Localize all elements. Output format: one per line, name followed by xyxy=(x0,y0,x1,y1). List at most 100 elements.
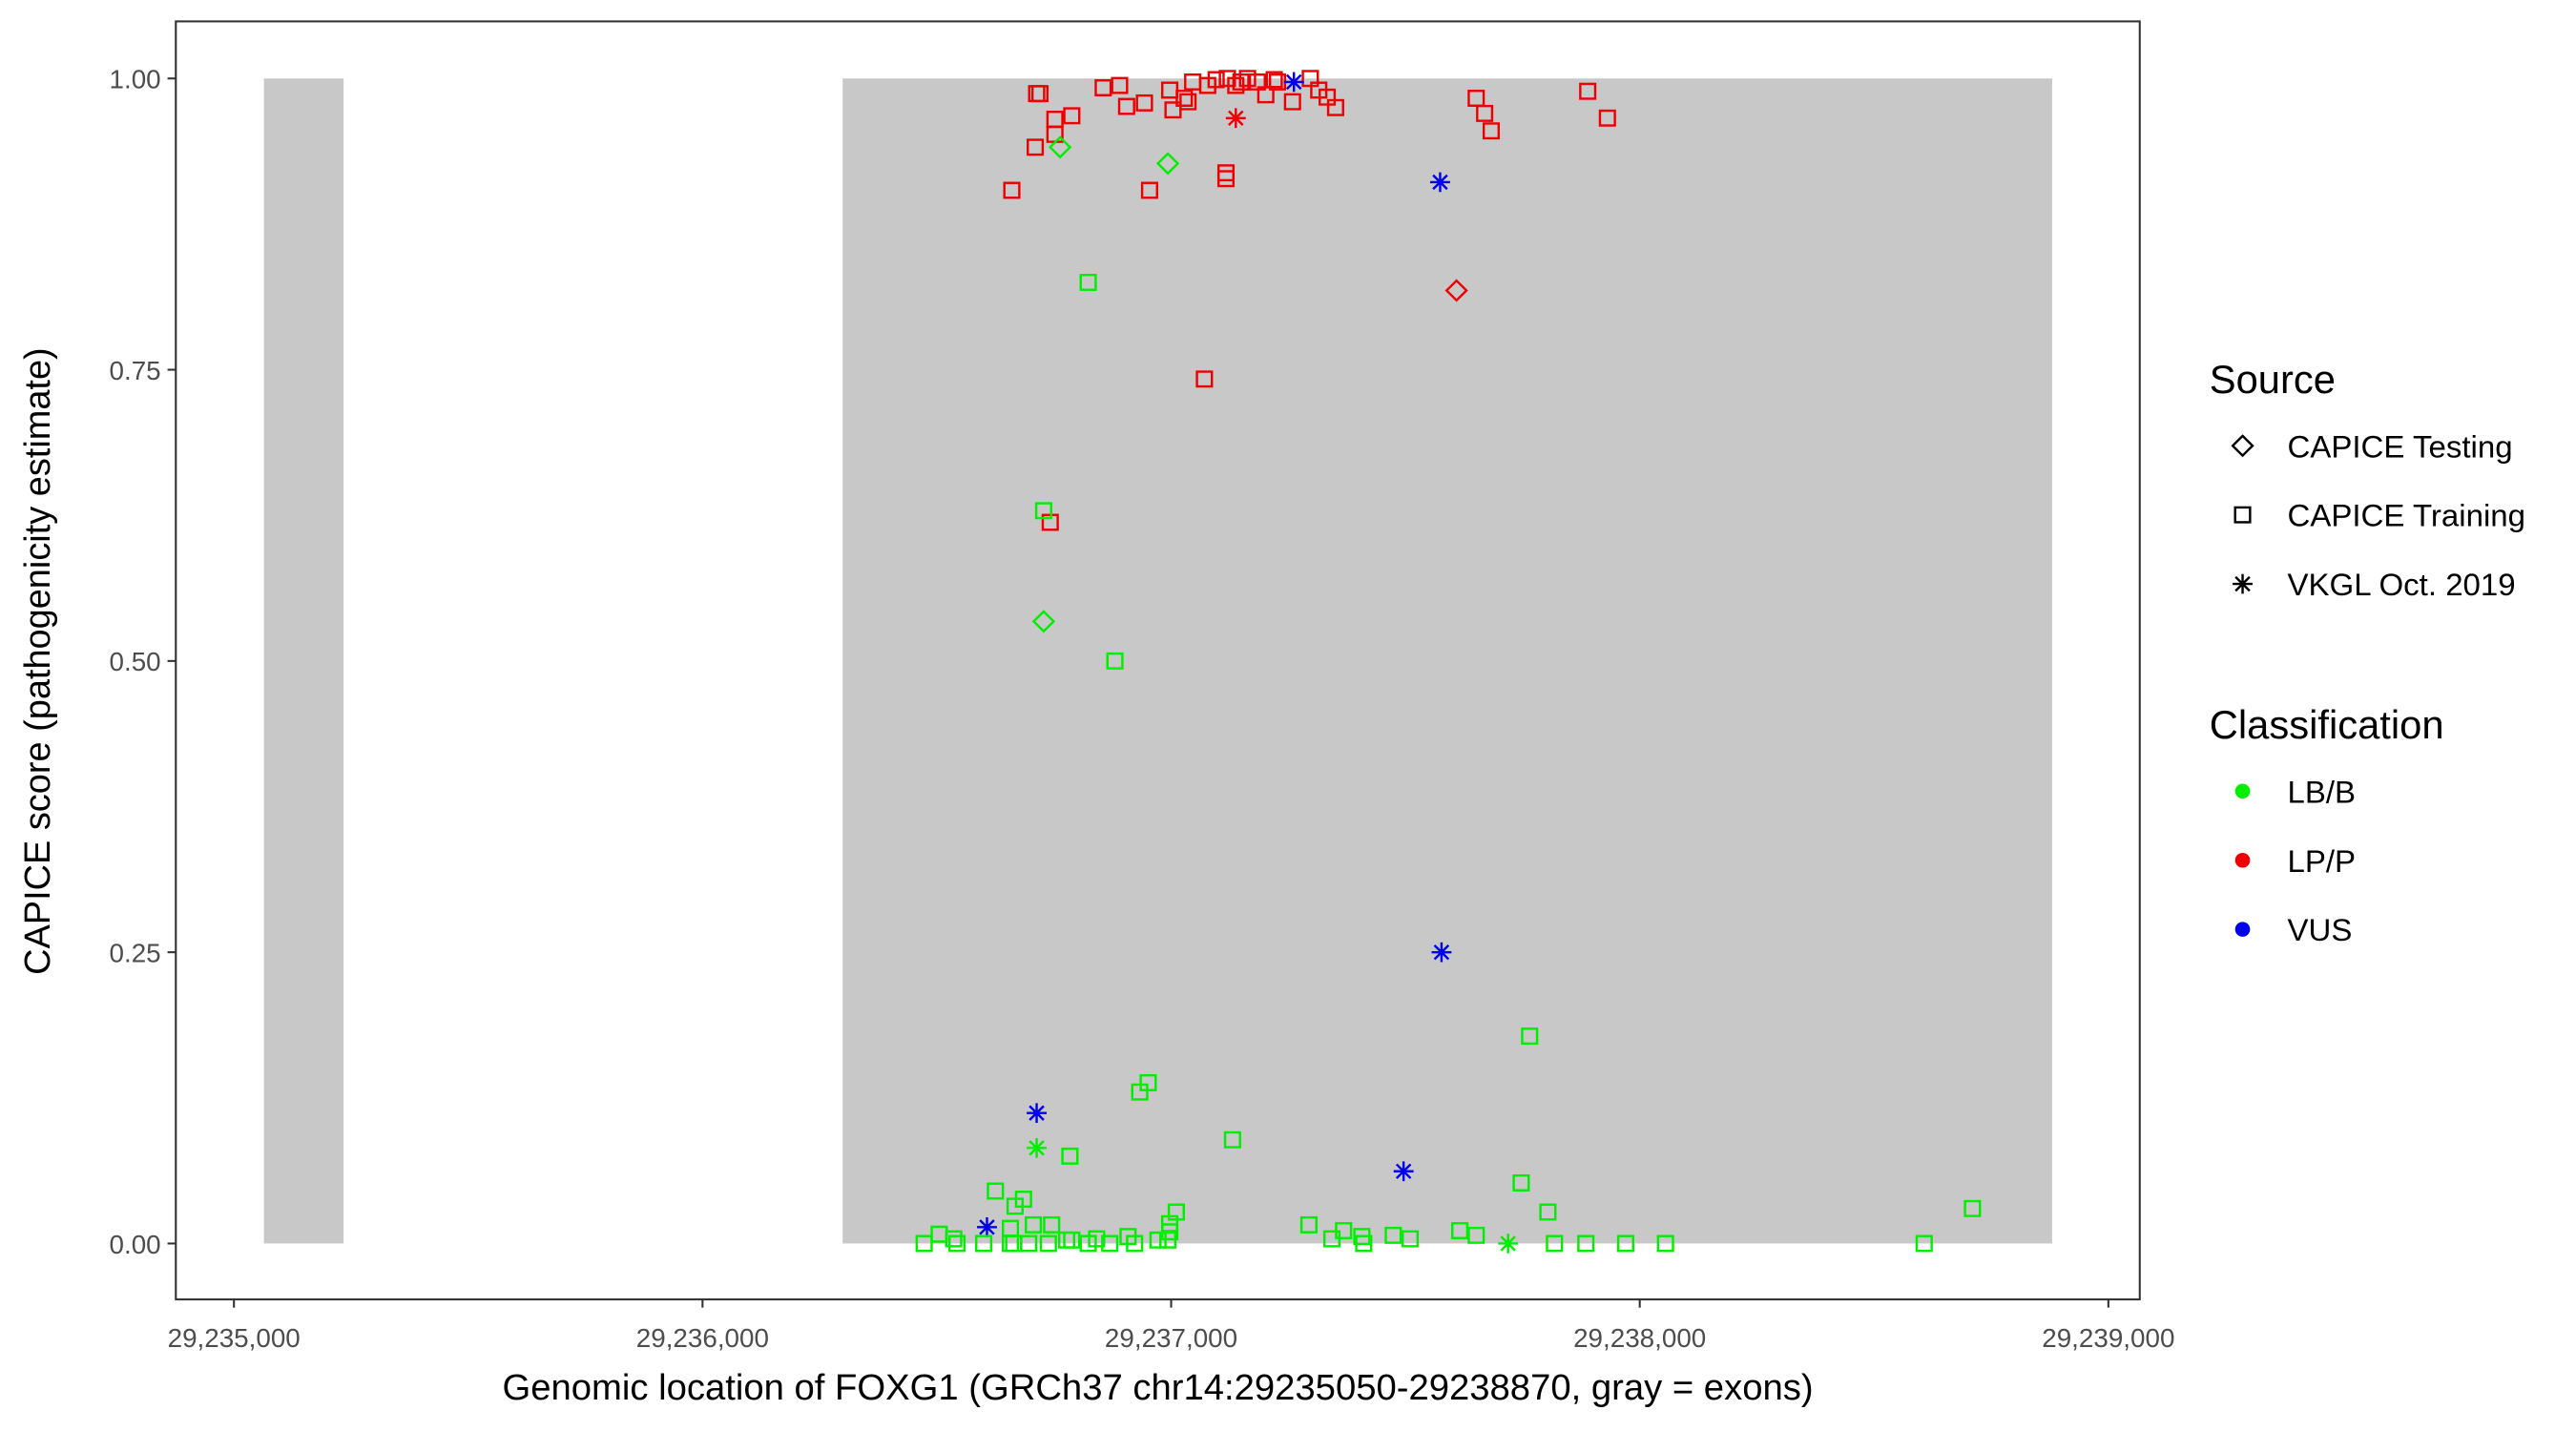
legend-title: Classification xyxy=(2210,702,2444,747)
y-tick-label: 0.75 xyxy=(110,356,161,385)
point xyxy=(1155,152,1180,176)
point xyxy=(1034,502,1052,520)
legend-title: Source xyxy=(2210,357,2336,402)
y-axis-title: CAPICE score (pathogenicity estimate) xyxy=(18,347,58,975)
point xyxy=(1521,1027,1539,1046)
point xyxy=(1025,1215,1043,1234)
point xyxy=(1006,1197,1025,1215)
point xyxy=(1101,1234,1119,1253)
point xyxy=(1106,652,1124,670)
point xyxy=(1063,1231,1081,1249)
legend-label: VUS xyxy=(2287,912,2352,947)
point xyxy=(987,1182,1005,1200)
point xyxy=(1656,1234,1674,1253)
point xyxy=(1963,1199,1982,1217)
point xyxy=(1159,1231,1177,1249)
point xyxy=(1140,181,1158,199)
point xyxy=(1003,181,1021,199)
legend-symbol xyxy=(2233,506,2252,524)
point xyxy=(1598,109,1616,127)
point xyxy=(1175,90,1194,107)
point xyxy=(1482,122,1501,140)
point xyxy=(1117,97,1135,115)
point xyxy=(1393,1161,1414,1182)
point xyxy=(1002,1234,1020,1253)
legend-label: LB/B xyxy=(2287,775,2356,810)
legend-symbol xyxy=(2231,434,2254,458)
point xyxy=(1355,1234,1373,1253)
x-tick-label: 29,236,000 xyxy=(636,1323,769,1353)
point xyxy=(1131,1083,1149,1101)
point xyxy=(1225,108,1246,129)
x-tick-label: 29,239,000 xyxy=(2042,1323,2174,1353)
point xyxy=(945,1230,963,1248)
point xyxy=(1027,1137,1047,1158)
point xyxy=(1579,82,1597,100)
point xyxy=(1616,1234,1634,1253)
point xyxy=(1111,76,1129,94)
point xyxy=(1094,79,1112,96)
point xyxy=(1451,1222,1469,1239)
point xyxy=(1430,172,1450,193)
legend-symbol xyxy=(2234,783,2251,799)
point xyxy=(1915,1234,1933,1253)
point xyxy=(1079,273,1097,291)
point xyxy=(1135,93,1153,112)
point xyxy=(1088,1230,1106,1248)
point xyxy=(1179,93,1197,111)
point xyxy=(1299,1215,1318,1234)
legend-symbol xyxy=(2234,922,2251,937)
point xyxy=(1043,1215,1061,1234)
point xyxy=(1444,279,1468,302)
point xyxy=(1195,370,1214,388)
legend-label: LP/P xyxy=(2287,843,2356,879)
point xyxy=(1216,170,1236,188)
point xyxy=(1030,85,1049,103)
point xyxy=(1539,1203,1557,1221)
point xyxy=(1031,610,1056,633)
point xyxy=(1431,942,1452,963)
y-tick-label: 1.00 xyxy=(110,65,161,94)
point xyxy=(1283,72,1304,93)
legend-label: CAPICE Testing xyxy=(2287,428,2512,464)
exon xyxy=(842,78,2052,1244)
point xyxy=(1476,104,1494,122)
point xyxy=(1283,93,1301,111)
point xyxy=(1326,98,1344,116)
legend-symbol xyxy=(2234,852,2251,868)
exon xyxy=(263,78,344,1244)
point xyxy=(1027,138,1045,156)
point xyxy=(1048,135,1072,159)
point xyxy=(1401,1230,1420,1248)
point xyxy=(1546,1234,1564,1253)
point xyxy=(1322,1230,1341,1248)
y-tick-label: 0.50 xyxy=(110,647,161,676)
y-tick-label: 0.00 xyxy=(110,1230,161,1259)
point xyxy=(1227,76,1245,94)
point xyxy=(1223,1130,1241,1149)
point xyxy=(1063,107,1081,125)
point xyxy=(977,1217,997,1237)
point xyxy=(1512,1173,1530,1192)
point xyxy=(1039,1234,1057,1253)
legend-label: VKGL Oct. 2019 xyxy=(2287,567,2515,602)
point xyxy=(1498,1234,1519,1254)
x-axis-title: Genomic location of FOXG1 (GRCh37 chr14:… xyxy=(502,1368,1813,1408)
point xyxy=(1027,1103,1047,1124)
point xyxy=(915,1234,933,1253)
x-tick-label: 29,237,000 xyxy=(1105,1323,1237,1353)
x-tick-label: 29,238,000 xyxy=(1573,1323,1706,1353)
y-tick-label: 0.25 xyxy=(110,939,161,968)
point xyxy=(1384,1226,1402,1244)
legend-symbol xyxy=(2233,573,2253,594)
point xyxy=(1149,1231,1167,1249)
point xyxy=(1265,71,1283,89)
point xyxy=(975,1234,993,1253)
x-tick-label: 29,235,000 xyxy=(168,1323,301,1353)
point xyxy=(1207,71,1225,89)
point xyxy=(1061,1147,1079,1165)
point xyxy=(1467,1226,1485,1244)
point xyxy=(948,1234,966,1253)
point xyxy=(1126,1234,1144,1253)
